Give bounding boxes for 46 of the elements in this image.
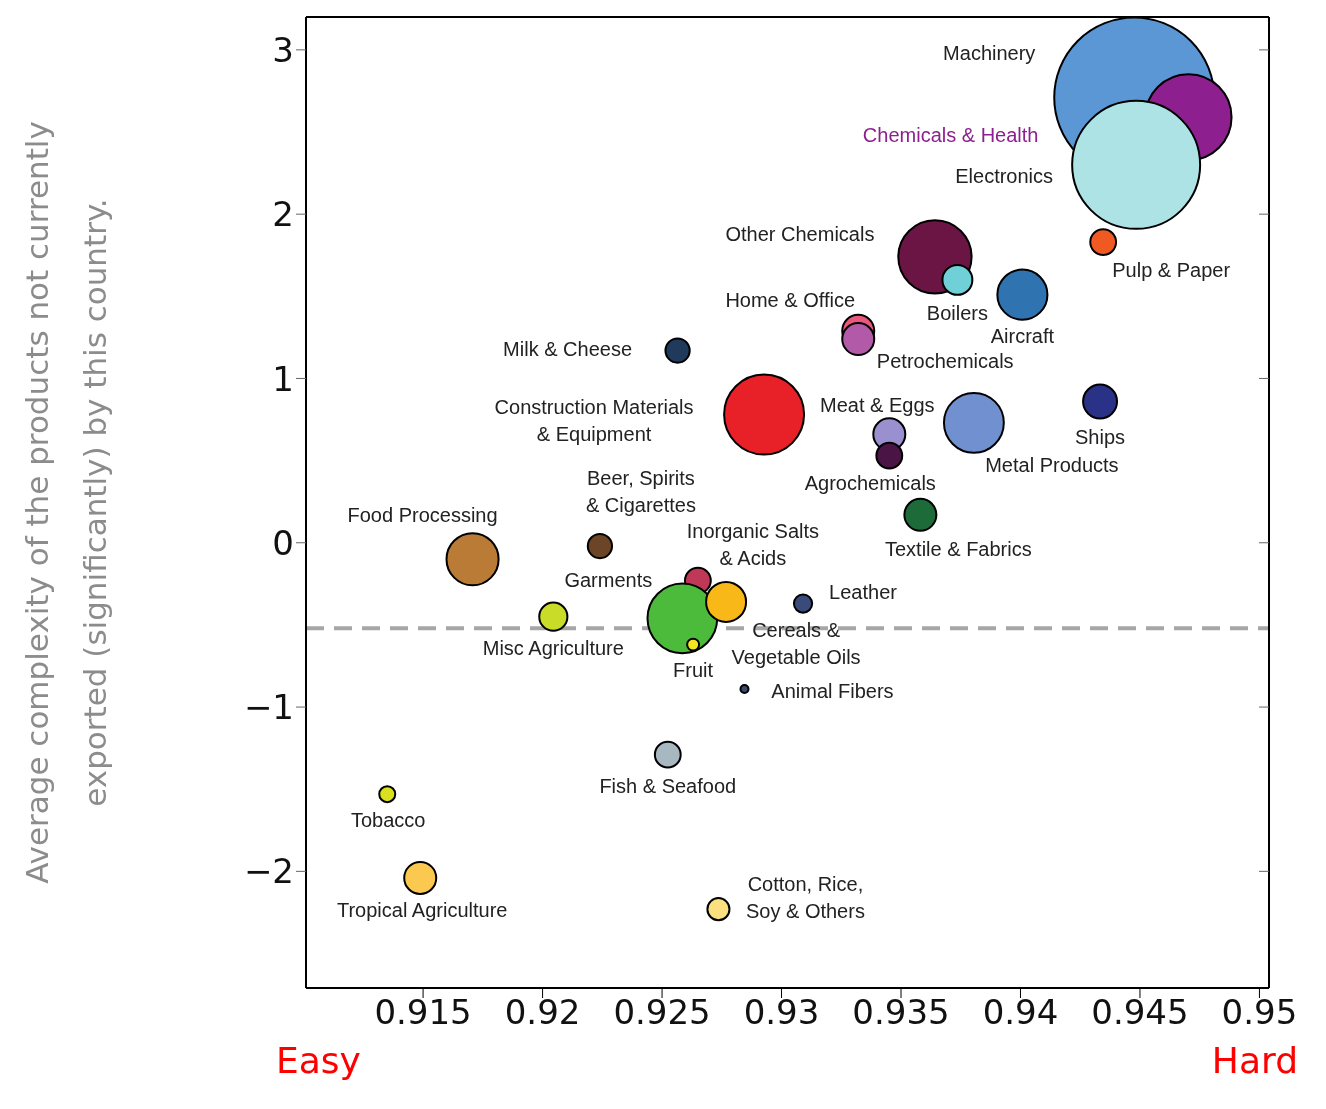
y-tick-label: −1 [243,687,294,728]
series-label: Garments [564,569,653,592]
series-label: Metal Products [985,454,1119,477]
text: Easy [276,1040,361,1081]
series-label: Agrochemicals [804,471,936,494]
y-axis-title: Average complexity of the products not currently exported (significantly) by this country. [19,121,113,884]
series-label: Animal Fibers [771,680,894,703]
series-label: Tropical Agriculture [337,899,508,922]
series-label: Misc Agriculture [482,636,624,659]
series-label: Ships [1075,426,1126,449]
series-label: Fruit [673,658,714,681]
x-tick-label: 0.93 [743,992,820,1033]
series-label: Leather [829,580,898,603]
x-tick-label: 0.945 [1091,992,1189,1033]
series-label: Construction Materials & Equipment [494,395,694,445]
x-tick-label: 0.935 [852,992,950,1033]
series-label: Inorganic Salts & Acids [686,519,820,569]
series-label: Aircraft [990,324,1055,347]
series-label: Petrochemicals [876,350,1014,373]
x-tick-label: 0.94 [982,992,1059,1033]
series-label: Fish & Seafood [599,774,737,797]
series-label: Boilers [926,302,988,325]
x-tick-label: 0.92 [504,992,581,1033]
series-label: Electronics [955,165,1054,188]
y-tick-label: 2 [272,194,294,235]
series-label: Meat & Eggs [820,394,935,417]
x-tick-label: 0.915 [374,992,472,1033]
y-tick-label: −2 [243,851,294,892]
text: Hard [1211,1040,1298,1081]
series-label: Food Processing [347,504,498,527]
x-tick-label: 0.95 [1221,992,1298,1033]
series-label: Pulp & Paper [1112,259,1231,282]
y-tick-label: 3 [272,29,294,70]
y-tick-label: 0 [272,522,294,563]
series-label: Cereals & Vegetable Oils [731,619,861,669]
series-label: Beer, Spirits & Cigarettes [585,467,696,517]
x-tick-label: 0.925 [613,992,711,1033]
series-label: Cotton, Rice, Soy & Others [745,873,865,923]
series-label: Other Chemicals [725,223,875,246]
text: Chemicals & Health [862,124,1039,147]
series-label: Textile & Fabrics [885,538,1032,561]
series-label: Machinery [943,41,1036,64]
series-label: Milk & Cheese [503,337,633,360]
series-label: Home & Office [725,289,856,312]
y-tick-label: 1 [272,358,294,399]
series-label: Tobacco [351,809,426,832]
